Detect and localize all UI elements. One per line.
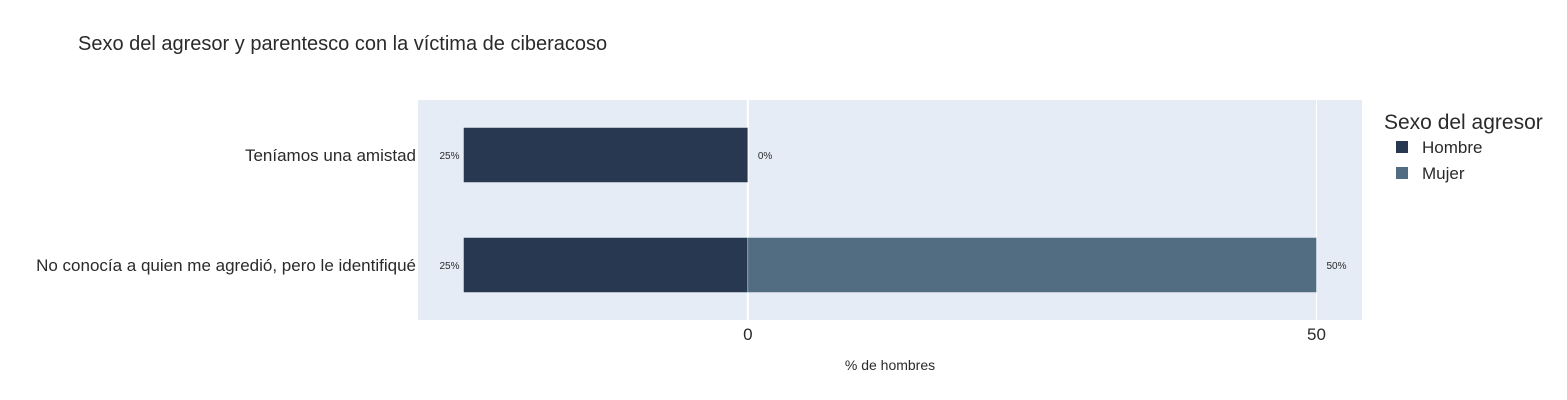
legend-items: Hombre Mujer <box>1396 138 1482 183</box>
data-label: 0% <box>758 151 773 162</box>
x-tick-label: 0 <box>743 325 752 344</box>
bar-hombre <box>463 127 749 183</box>
legend-label-mujer[interactable]: Mujer <box>1422 164 1465 183</box>
legend-label-hombre[interactable]: Hombre <box>1422 138 1482 157</box>
data-label: 25% <box>439 151 459 162</box>
legend-title: Sexo del agresor <box>1384 111 1543 134</box>
category-labels: Teníamos una amistad No conocía a quien m… <box>36 146 416 275</box>
legend-swatch-mujer[interactable] <box>1396 167 1408 179</box>
bars <box>463 127 1317 293</box>
legend-swatch-hombre[interactable] <box>1396 141 1408 153</box>
category-label: Teníamos una amistad <box>245 146 416 165</box>
chart-title: Sexo del agresor y parentesco con la víc… <box>78 33 607 55</box>
bar-mujer <box>747 237 1317 293</box>
bar-hombre <box>463 237 749 293</box>
data-label: 50% <box>1327 261 1347 272</box>
data-label: 25% <box>439 261 459 272</box>
x-tick-labels: 0 50 <box>743 325 1326 344</box>
category-label: No conocía a quien me agredió, pero le i… <box>36 256 416 275</box>
legend: Sexo del agresor Hombre Mujer <box>1384 111 1543 183</box>
x-axis-title: % de hombres <box>845 357 935 373</box>
data-labels: 25% 0% 25% 50% <box>439 151 1346 272</box>
x-tick-label: 50 <box>1307 325 1326 344</box>
